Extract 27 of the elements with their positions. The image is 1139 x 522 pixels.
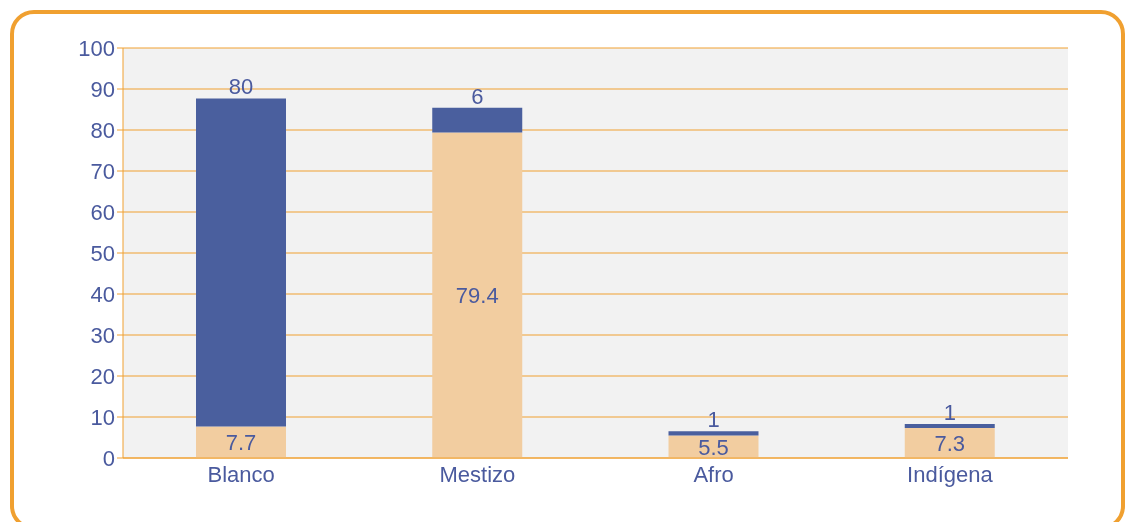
y-tick-label: 30 <box>90 322 115 348</box>
y-tick-label: 100 <box>78 35 115 61</box>
data-label: 7.3 <box>934 430 966 456</box>
y-tick-label: 0 <box>102 445 115 471</box>
bar <box>904 423 995 429</box>
data-label: 6 <box>471 83 484 109</box>
bar <box>904 428 995 458</box>
bar <box>432 132 523 458</box>
y-tick-label: 50 <box>90 240 115 266</box>
data-label: 79.4 <box>455 283 499 309</box>
y-tick-label: 60 <box>90 199 115 225</box>
y-tick-label: 70 <box>90 158 115 184</box>
y-tick-label: 10 <box>90 404 115 430</box>
y-tick-label: 40 <box>90 281 115 307</box>
x-tick-label: Indígena <box>907 461 994 487</box>
bar <box>196 98 286 427</box>
bar <box>432 107 523 133</box>
y-tick-label: 90 <box>90 76 115 102</box>
x-tick-label: Afro <box>693 461 734 487</box>
y-tick-label: 20 <box>90 363 115 389</box>
x-tick-label: Blanco <box>207 461 275 487</box>
bar <box>196 426 286 458</box>
y-tick-label: 80 <box>90 117 115 143</box>
x-tick-label: Mestizo <box>439 461 516 487</box>
data-label: 7.7 <box>225 430 257 456</box>
data-label: 5.5 <box>698 434 729 460</box>
bar <box>668 431 759 436</box>
